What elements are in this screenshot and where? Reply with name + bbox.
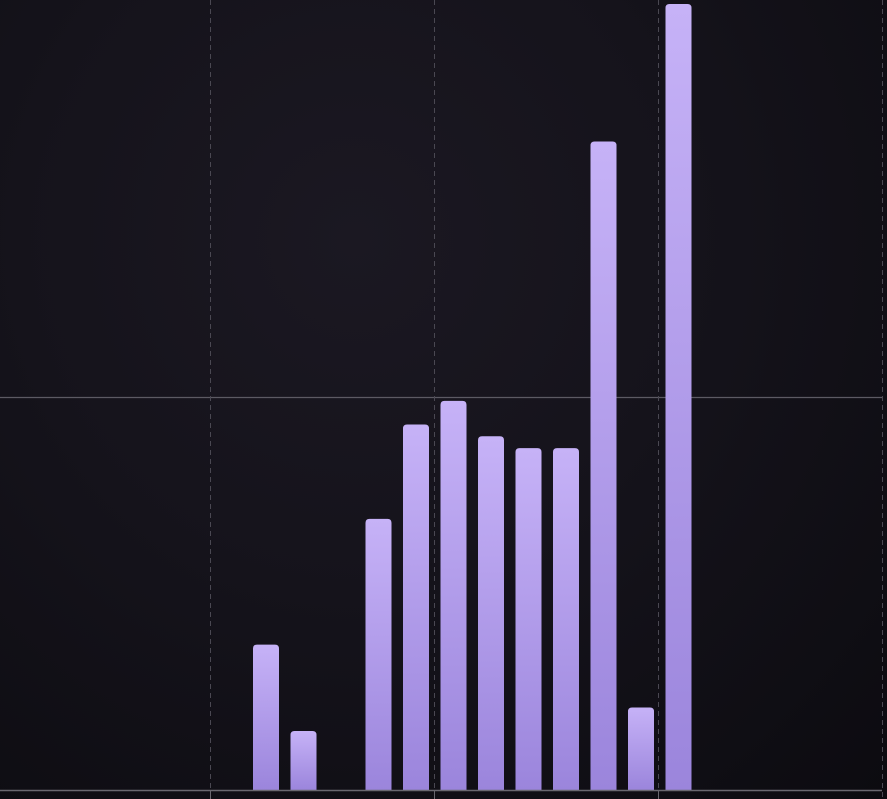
bar-4 <box>365 518 392 790</box>
bar-12 <box>665 4 692 790</box>
bar-10 <box>590 141 617 791</box>
bar-6 <box>440 400 467 790</box>
bar-7 <box>478 436 504 790</box>
axes <box>0 789 882 799</box>
bar-9 <box>553 448 579 790</box>
bars <box>253 4 692 791</box>
bar-8 <box>515 448 542 790</box>
bar-2 <box>290 731 317 790</box>
bar-1 <box>253 644 279 790</box>
bar-11 <box>628 707 654 790</box>
bar-5 <box>403 424 429 790</box>
